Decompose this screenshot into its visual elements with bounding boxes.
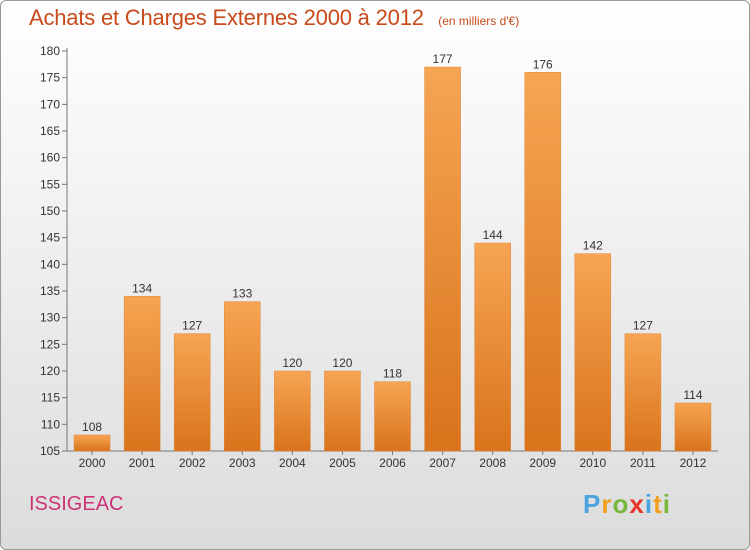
logo-letter: x: [629, 489, 645, 519]
logo-letter: o: [612, 489, 630, 519]
bar: [224, 301, 261, 452]
bar-value-label: 120: [282, 356, 302, 370]
bar-value-label: 142: [583, 239, 603, 253]
bar: [674, 402, 712, 452]
x-tick-label: 2001: [129, 456, 156, 470]
bar: [374, 381, 411, 452]
bar-value-label: 127: [182, 319, 202, 333]
y-tick-label: 140: [40, 257, 60, 271]
chart-subtitle: (en milliers d'€): [438, 14, 520, 28]
y-tick-label: 135: [40, 284, 60, 298]
bar-value-label: 144: [483, 228, 503, 242]
chart-title: Achats et Charges Externes 2000 à 2012: [29, 5, 424, 30]
y-tick-label: 110: [41, 417, 60, 431]
axes: 105 110 115 120 125 130 135 140 145 150 155 160 165 1…: [40, 44, 718, 458]
bar: [73, 434, 111, 452]
place-name: ISSIGEAC: [29, 493, 124, 515]
y-tick-label: 115: [41, 391, 60, 405]
bar-value-label: 120: [332, 356, 352, 370]
bar-value-label: 127: [633, 319, 653, 333]
x-tick-label: 2009: [529, 456, 556, 470]
y-tick-label: 155: [40, 177, 60, 191]
y-tick-label: 130: [40, 311, 60, 325]
x-tick-label: 2006: [379, 456, 406, 470]
bar: [173, 333, 211, 452]
y-tick-label: 165: [40, 124, 60, 138]
y-tick-label: 150: [40, 204, 60, 218]
bar: [123, 296, 161, 452]
x-tick-label: 2000: [79, 456, 106, 470]
x-tick-label: 2002: [179, 456, 206, 470]
logo-letter: i: [662, 489, 671, 519]
y-tick-label: 160: [40, 151, 60, 165]
bar-value-label: 134: [132, 281, 152, 295]
bar-value-label: 177: [433, 52, 453, 66]
logo-letter: t: [653, 489, 663, 519]
y-tick-label: 170: [40, 97, 60, 111]
bar: [274, 370, 311, 452]
y-tick-label: 105: [40, 444, 60, 458]
bar-value-label: 108: [82, 420, 102, 434]
bar-value-label: 114: [683, 388, 702, 402]
bar: [474, 242, 511, 452]
title-row: Achats et Charges Externes 2000 à 2012 (…: [29, 5, 519, 31]
x-tick-label: 2005: [329, 456, 356, 470]
y-tick-label: 120: [40, 364, 60, 378]
x-tick-label: 2010: [579, 456, 606, 470]
bar-value-label: 118: [383, 367, 402, 381]
bars-group: [73, 66, 712, 452]
x-tick-label: 2008: [479, 456, 506, 470]
x-tick-label: 2003: [229, 456, 256, 470]
y-tick-label: 125: [40, 337, 60, 351]
bar: [574, 253, 612, 452]
logo-letter: P: [583, 489, 602, 519]
x-tick-label: 2012: [680, 456, 707, 470]
y-tick-label: 145: [40, 231, 60, 245]
x-tick-label: 2011: [630, 456, 656, 470]
x-tick-label: 2007: [429, 456, 456, 470]
y-tick-label: 175: [40, 71, 60, 85]
logo-letter: r: [601, 489, 613, 519]
bar: [624, 333, 662, 452]
bar: [524, 72, 561, 452]
bar: [324, 370, 361, 452]
bar-value-label: 133: [232, 287, 252, 301]
bar-value-label: 176: [533, 57, 553, 71]
proxiti-logo[interactable]: Proxiti: [583, 489, 671, 520]
y-tick-label: 180: [40, 44, 60, 58]
x-tick-label: 2004: [279, 456, 306, 470]
bar: [424, 66, 461, 452]
logo-letter: i: [644, 489, 654, 519]
labels-group: 108 2000 134 2001 127 2002 133 2003 120 2004 120 20…: [79, 52, 707, 470]
